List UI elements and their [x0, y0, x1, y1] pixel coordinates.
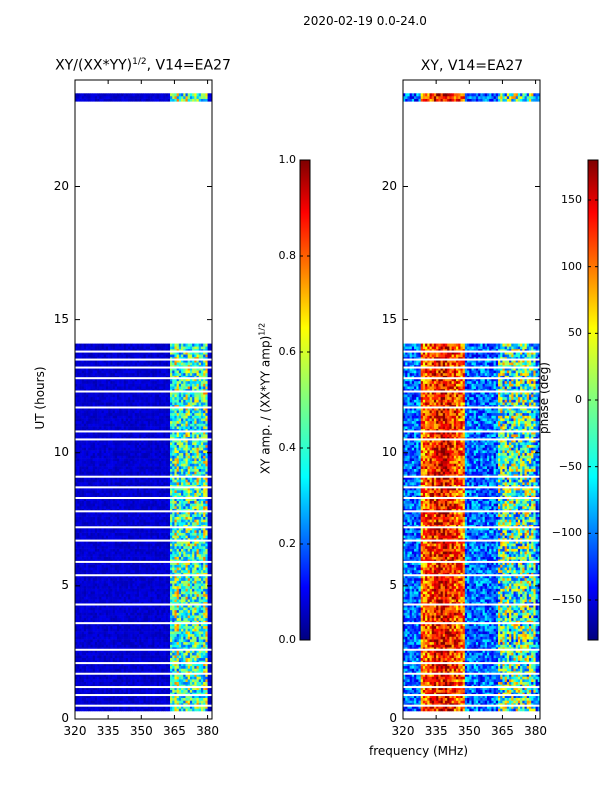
flagged-row	[75, 694, 212, 697]
flagged-row	[403, 430, 540, 433]
flagged-row	[75, 358, 212, 361]
amp-cbar-tick-label: 0.6	[278, 345, 297, 358]
right-x-tick-label: 380	[524, 724, 548, 738]
phase-cbar-tick-label: −150	[551, 593, 582, 606]
amp-cbar-tick-label: 0.0	[278, 633, 297, 646]
flagged-row	[75, 438, 212, 441]
figure-suptitle: 2020-02-19 0.0-24.0	[303, 14, 427, 28]
phase-cbar-tick-label: 0	[575, 393, 582, 406]
flagged-row	[403, 438, 540, 441]
left-y-tick-label: 0	[61, 711, 69, 725]
right-y-tick-label: 15	[381, 311, 397, 326]
flagged-row	[403, 648, 540, 651]
left-y-tick-label: 5	[61, 577, 69, 592]
flagged-row	[75, 560, 212, 563]
right-x-tick-label: 350	[457, 724, 481, 738]
flagged-row	[75, 672, 212, 675]
flagged-row	[403, 603, 540, 606]
left-x-tick-label: 365	[162, 724, 186, 738]
flagged-row	[75, 574, 212, 577]
flagged-row	[75, 662, 212, 665]
right-y-tick-label: 20	[381, 178, 397, 193]
flagged-row	[403, 694, 540, 697]
right-x-tick-label: 365	[490, 724, 514, 738]
flagged-row	[403, 526, 540, 529]
right-y-tick-label: 5	[389, 577, 397, 592]
flagged-row	[75, 406, 212, 409]
right-x-tick-label: 320	[391, 724, 415, 738]
left-title-suffix: , V14=EA27	[146, 57, 231, 74]
left-plot-frame	[74, 79, 213, 720]
left-x-tick-label: 350	[129, 724, 153, 738]
flagged-row	[403, 390, 540, 393]
phase-cbar-tick-label: −100	[551, 526, 582, 540]
flagged-row	[403, 686, 540, 689]
flagged-row	[403, 672, 540, 675]
left-panel-title: XY/(XX*YY)1/2, V14=EA27	[40, 57, 246, 74]
left-x-tick-label: 380	[196, 724, 220, 738]
flagged-row	[75, 486, 212, 489]
left-y-tick-label: 20	[53, 178, 69, 193]
flagged-row	[403, 350, 540, 353]
flagged-row	[75, 497, 212, 500]
flagged-row	[75, 377, 212, 380]
right-plot-frame	[402, 79, 541, 720]
flagged-row	[75, 390, 212, 393]
flagged-row	[403, 475, 540, 478]
flagged-row	[403, 358, 540, 361]
amplitude-heatmap	[74, 79, 213, 720]
phase-cbar-tick-label: 50	[568, 326, 582, 340]
phase-heatmap	[402, 79, 541, 720]
right-x-tick-label: 335	[424, 724, 448, 738]
right-y-tick-label: 0	[389, 711, 397, 725]
phase-cbar-tick-label: 150	[561, 193, 582, 206]
flagged-row	[75, 366, 212, 369]
phase-cbar-tick-label: −50	[558, 459, 582, 473]
flagged-row	[75, 350, 212, 353]
amp-cbar-tick-label: 0.2	[278, 537, 297, 550]
left-title-sup: 1/2	[132, 57, 147, 67]
right-panel-title: XY, V14=EA27	[420, 58, 524, 74]
flagged-row	[403, 510, 540, 513]
amp-cbar-tick-label: 0.4	[278, 441, 297, 454]
flagged-row	[403, 574, 540, 577]
flagged-row	[75, 510, 212, 513]
left-x-tick-label: 335	[96, 724, 120, 738]
flagged-row	[403, 497, 540, 500]
flagged-row	[403, 560, 540, 563]
flagged-row	[75, 430, 212, 433]
right-y-tick-label: 10	[381, 444, 397, 459]
flagged-row	[403, 377, 540, 380]
phase-cbar-tick-label: 100	[561, 259, 582, 273]
left-x-tick-label: 320	[63, 724, 87, 738]
left-y-tick-label: 10	[53, 444, 69, 459]
flagged-row	[403, 486, 540, 489]
left-y-tick-label: 15	[53, 311, 69, 326]
flagged-row	[75, 539, 212, 542]
flagged-row	[75, 648, 212, 651]
flagged-row	[403, 539, 540, 542]
flagged-row	[403, 622, 540, 625]
xlabel: frequency (MHz)	[369, 744, 469, 758]
flagged-row	[75, 475, 212, 478]
flagged-row	[403, 704, 540, 707]
amplitude-colorbar	[299, 159, 311, 641]
flagged-row	[403, 662, 540, 665]
amp-cbar-tick-label: 1.0	[278, 153, 297, 166]
left-title-main: XY/(XX*YY)	[55, 57, 133, 74]
flagged-row	[403, 406, 540, 409]
flagged-row	[403, 366, 540, 369]
flagged-row	[75, 526, 212, 529]
flagged-row	[75, 704, 212, 707]
flagged-row	[75, 686, 212, 689]
flagged-row	[75, 603, 212, 606]
amp-cbar-tick-label: 0.8	[278, 249, 297, 262]
flagged-row	[75, 622, 212, 625]
